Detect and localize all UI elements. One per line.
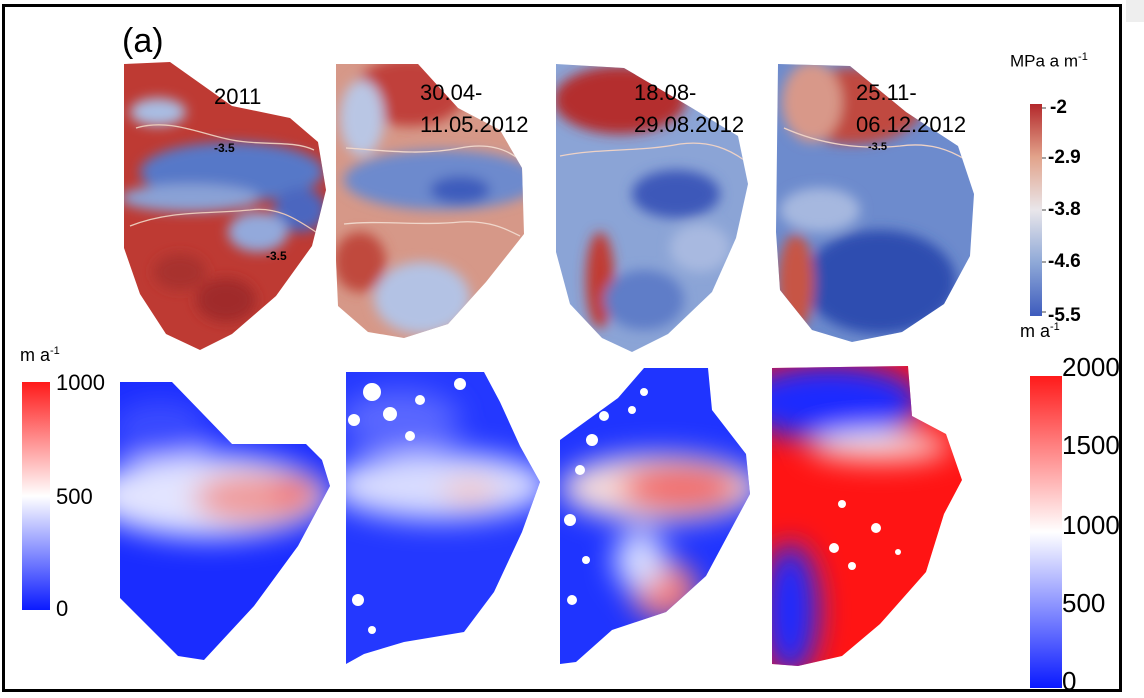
colorbar-stress-tick: -5.5	[1048, 305, 1081, 326]
title-map-3-line1: 18.08-	[634, 80, 697, 105]
title-map-3-line2: 29.08.2012	[634, 112, 745, 137]
colorbar-left-tick: 500	[56, 484, 93, 509]
colorbar-stress-tick: -4.6	[1048, 251, 1081, 272]
map-bottom-2011	[120, 382, 330, 660]
colorbar-stress-tick: -2.9	[1048, 147, 1081, 168]
colorbar-right-unit: m a-1	[1020, 321, 1060, 341]
colorbar-left-unit: m a-1	[20, 345, 60, 365]
colorbar-stress	[1030, 104, 1046, 316]
unit-base: m a	[20, 345, 51, 365]
panel-label: (a)	[122, 22, 164, 60]
title-map-2-line2: 11.05.2012	[420, 112, 529, 137]
figure-frame	[2, 4, 1122, 692]
colorbar-stress-tick: -2	[1050, 97, 1067, 118]
contour-label: -3.5	[266, 249, 287, 263]
unit-sup: -1	[1050, 321, 1060, 333]
contour-label: -3.5	[868, 141, 887, 153]
unit-sup: -1	[1078, 51, 1088, 63]
colorbar-speed-right	[1030, 376, 1062, 688]
map-bottom-2012a	[346, 372, 540, 664]
title-map-4-line1: 25.11-	[856, 80, 917, 105]
map-bottom-2012b	[560, 368, 750, 664]
colorbar-stress-unit: MPa a m-1	[1010, 52, 1088, 70]
corner-patch	[1126, 0, 1144, 22]
contour-label: -3.5	[214, 141, 235, 155]
colorbar-right-tick: 1000	[1062, 510, 1120, 540]
colorbar-stress-tick: -3.8	[1048, 199, 1081, 220]
map-bottom-2012c	[772, 366, 962, 666]
colorbar-speed-left	[22, 382, 50, 610]
unit-sup: -1	[50, 345, 60, 357]
colorbar-right-tick: 0	[1062, 666, 1077, 696]
colorbar-left-tick: 1000	[56, 370, 105, 395]
colorbar-left-tick: 0	[56, 596, 69, 621]
colorbar-right-tick: 2000	[1062, 352, 1120, 382]
colorbar-right-tick: 1500	[1062, 430, 1120, 460]
title-map-2-line1: 30.04-	[420, 80, 483, 105]
colorbar-right-tick: 500	[1062, 588, 1106, 618]
unit-base: MPa a m	[1010, 51, 1079, 71]
unit-base: m a	[1020, 321, 1051, 341]
title-map-4-line2: 06.12.2012	[856, 112, 967, 137]
title-map-1-line1: 2011	[214, 84, 262, 109]
